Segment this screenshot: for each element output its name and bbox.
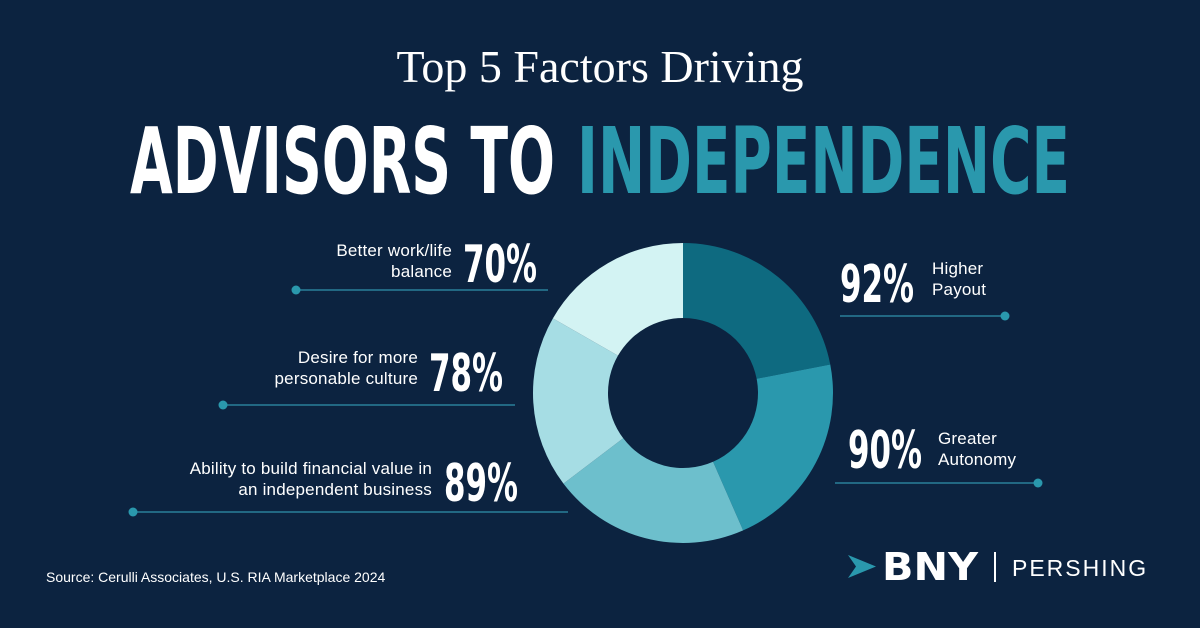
leader-dot bbox=[128, 507, 138, 517]
category-label: Greater Autonomy bbox=[938, 429, 1017, 469]
value-label: 89% bbox=[444, 454, 518, 514]
leader-dot bbox=[1033, 478, 1043, 488]
value-label: 92% bbox=[840, 255, 914, 315]
category-label: Better work/life balance bbox=[336, 241, 452, 281]
headline: ADVISORS TO bbox=[130, 108, 555, 215]
source: Source: Cerulli Associates, U.S. RIA Mar… bbox=[46, 569, 385, 585]
leader-dot bbox=[1000, 311, 1010, 321]
donut-segment bbox=[533, 318, 624, 484]
donut-segment bbox=[713, 364, 833, 531]
category-label: Ability to build financial value in an i… bbox=[189, 459, 432, 499]
value-label: 90% bbox=[848, 421, 922, 481]
value-label: 70% bbox=[463, 235, 537, 295]
leader-dot bbox=[291, 285, 301, 295]
donut-segment bbox=[563, 438, 744, 543]
title: Top 5 Factors Driving bbox=[397, 41, 804, 92]
category-label: Higher Payout bbox=[932, 259, 987, 299]
logo-arrow bbox=[848, 555, 876, 578]
donut-segment bbox=[552, 243, 683, 356]
leader-dot bbox=[218, 400, 228, 410]
category-label: Desire for more personable culture bbox=[274, 348, 418, 388]
brand-name: BNY bbox=[882, 545, 979, 589]
value-label: 78% bbox=[429, 344, 503, 404]
brand-division: PERSHING bbox=[1012, 555, 1148, 581]
headline-highlight: INDEPENDENCE bbox=[577, 108, 1070, 215]
donut-segment bbox=[683, 243, 831, 379]
